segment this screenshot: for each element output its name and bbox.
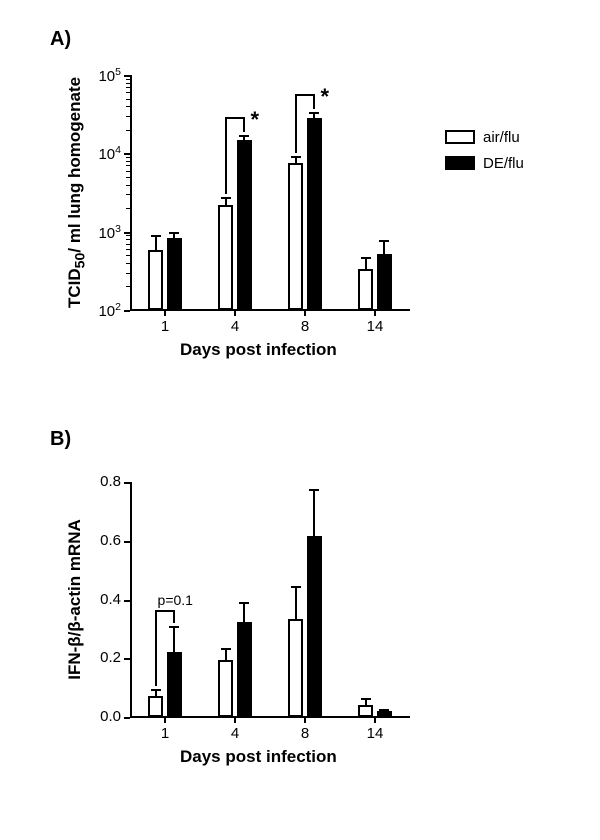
figure: A)B)10210310410514814TCID50/ ml lung hom…: [0, 0, 600, 840]
